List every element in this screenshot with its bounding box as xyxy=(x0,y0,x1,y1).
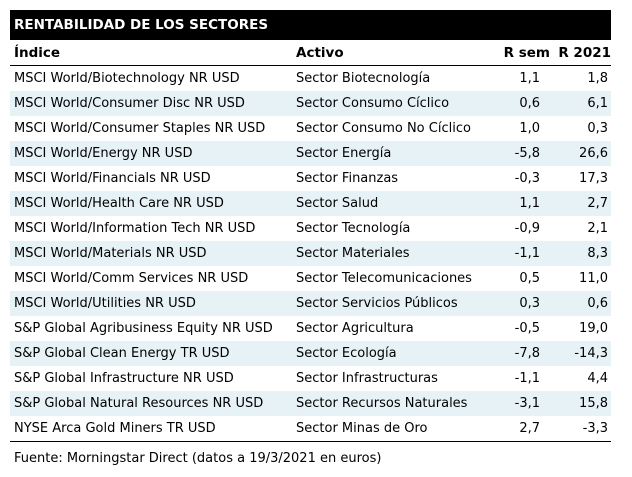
cell-r-2021: 4,4 xyxy=(587,371,608,386)
cell-activo: Sector Infrastructuras xyxy=(296,371,438,386)
cell-activo: Sector Telecomunicaciones xyxy=(296,271,472,286)
cell-indice: MSCI World/Materials NR USD xyxy=(14,246,207,261)
cell-r-2021: 8,3 xyxy=(587,246,608,261)
column-header-activo: Activo xyxy=(292,40,478,66)
table-row: S&P Global Infrastructure NR USD Sector I… xyxy=(10,366,611,391)
cell-r-sem: 0,5 xyxy=(519,271,540,286)
report-title-bar: RENTABILIDAD DE LOS SECTORES xyxy=(10,10,611,40)
cell-activo: Sector Consumo No Cíclico xyxy=(296,121,471,136)
cell-indice: MSCI World/Comm Services NR USD xyxy=(14,271,249,286)
cell-r-sem: -0,9 xyxy=(514,221,540,236)
cell-r-2021: 2,7 xyxy=(587,196,608,211)
cell-indice: MSCI World/Financials NR USD xyxy=(14,171,211,186)
table-row: MSCI World/Health Care NR USD Sector Salu… xyxy=(10,191,611,216)
cell-indice: S&P Global Agribusiness Equity NR USD xyxy=(14,321,273,336)
cell-r-sem: 1,1 xyxy=(519,71,540,86)
cell-r-2021: -3,3 xyxy=(550,416,611,442)
cell-indice: MSCI World/Consumer Staples NR USD xyxy=(14,121,266,136)
cell-indice: NYSE Arca Gold Miners TR USD xyxy=(10,416,292,442)
table-row: MSCI World/Biotechnology NR USD Sector Bi… xyxy=(10,66,611,92)
cell-activo: Sector Recursos Naturales xyxy=(296,396,468,411)
cell-activo: Sector Agricultura xyxy=(296,321,414,336)
cell-r-sem: 1,0 xyxy=(519,121,540,136)
cell-r-2021: 0,3 xyxy=(587,121,608,136)
column-header-indice: Índice xyxy=(10,40,292,66)
cell-indice: MSCI World/Health Care NR USD xyxy=(14,196,224,211)
cell-indice: MSCI World/Information Tech NR USD xyxy=(14,221,256,236)
table-row: S&P Global Clean Energy TR USD Sector Eco… xyxy=(10,341,611,366)
cell-indice: MSCI World/Consumer Disc NR USD xyxy=(14,96,245,111)
cell-r-2021: 17,3 xyxy=(579,171,608,186)
table-row: MSCI World/Information Tech NR USD Sector… xyxy=(10,216,611,241)
cell-activo: Sector Tecnología xyxy=(296,221,411,236)
table-body: MSCI World/Biotechnology NR USD Sector Bi… xyxy=(10,66,611,442)
cell-activo: Sector Materiales xyxy=(296,246,410,261)
cell-indice: S&P Global Clean Energy TR USD xyxy=(14,346,230,361)
cell-r-sem: -5,8 xyxy=(514,146,540,161)
cell-r-2021: 2,1 xyxy=(587,221,608,236)
table-row: NYSE Arca Gold Miners TR USD Sector Minas… xyxy=(10,416,611,442)
cell-indice: MSCI World/Biotechnology NR USD xyxy=(14,71,240,86)
cell-activo: Sector Ecología xyxy=(296,346,397,361)
cell-activo: Sector Finanzas xyxy=(296,171,399,186)
column-header-r-sem: R sem xyxy=(478,40,550,66)
table-row: MSCI World/Financials NR USD Sector Finan… xyxy=(10,166,611,191)
column-header-r-2021: R 2021 xyxy=(550,40,611,66)
header-row: Índice Activo R sem R 2021 xyxy=(10,40,611,66)
cell-r-sem: 2,7 xyxy=(478,416,550,442)
cell-r-2021: 11,0 xyxy=(579,271,608,286)
cell-r-sem: -0,3 xyxy=(514,171,540,186)
sector-returns-table: Índice Activo R sem R 2021 MSCI World/Bi… xyxy=(10,40,611,442)
cell-r-2021: 15,8 xyxy=(579,396,608,411)
table-row: MSCI World/Energy NR USD Sector Energía -5… xyxy=(10,141,611,166)
cell-r-2021: 19,0 xyxy=(579,321,608,336)
cell-r-2021: -14,3 xyxy=(574,346,608,361)
cell-activo: Sector Biotecnología xyxy=(296,71,431,86)
cell-r-2021: 0,6 xyxy=(587,296,608,311)
table-row: S&P Global Agribusiness Equity NR USD Sec… xyxy=(10,316,611,341)
cell-activo: Sector Minas de Oro xyxy=(292,416,478,442)
cell-activo: Sector Energía xyxy=(296,146,392,161)
cell-r-sem: 0,6 xyxy=(519,96,540,111)
cell-indice: S&P Global Infrastructure NR USD xyxy=(14,371,234,386)
cell-r-sem: 0,3 xyxy=(519,296,540,311)
table-row: MSCI World/Utilities NR USD Sector Servic… xyxy=(10,291,611,316)
sector-returns-report: RENTABILIDAD DE LOS SECTORES Índice Acti… xyxy=(10,10,611,467)
source-note: Fuente: Morningstar Direct (datos a 19/3… xyxy=(14,451,382,466)
table-row: MSCI World/Consumer Disc NR USD Sector Co… xyxy=(10,91,611,116)
cell-r-sem: -7,8 xyxy=(514,346,540,361)
cell-activo: Sector Servicios Públicos xyxy=(296,296,458,311)
cell-r-sem: -1,1 xyxy=(514,246,540,261)
table-header: Índice Activo R sem R 2021 xyxy=(10,40,611,66)
table-row: S&P Global Natural Resources NR USD Secto… xyxy=(10,391,611,416)
cell-r-sem: 1,1 xyxy=(519,196,540,211)
cell-r-sem: -1,1 xyxy=(514,371,540,386)
cell-r-sem: -0,5 xyxy=(514,321,540,336)
cell-indice: S&P Global Natural Resources NR USD xyxy=(14,396,264,411)
cell-r-2021: 26,6 xyxy=(579,146,608,161)
cell-r-sem: -3,1 xyxy=(514,396,540,411)
cell-activo: Sector Consumo Cíclico xyxy=(296,96,450,111)
table-row: MSCI World/Materials NR USD Sector Materi… xyxy=(10,241,611,266)
cell-r-2021: 1,8 xyxy=(587,71,608,86)
cell-activo: Sector Salud xyxy=(296,196,379,211)
cell-indice: MSCI World/Utilities NR USD xyxy=(14,296,196,311)
table-row: MSCI World/Consumer Staples NR USD Sector… xyxy=(10,116,611,141)
table-row: MSCI World/Comm Services NR USD Sector Te… xyxy=(10,266,611,291)
cell-r-2021: 6,1 xyxy=(587,96,608,111)
cell-indice: MSCI World/Energy NR USD xyxy=(14,146,193,161)
